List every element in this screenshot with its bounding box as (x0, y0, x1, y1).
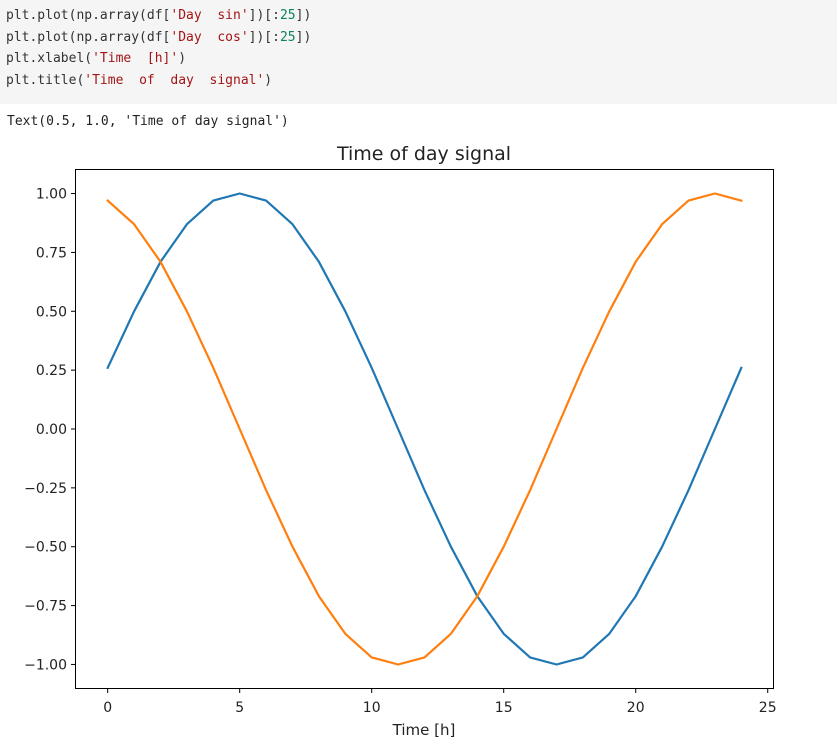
x-tick-label: 25 (759, 700, 777, 716)
code-string: 'Day sin' (170, 8, 249, 23)
code-number: 25 (279, 8, 296, 23)
code-line: plt.plot(np.array(df['Day sin'])[:25]) (6, 5, 837, 27)
y-tick-label: 0.75 (36, 245, 67, 261)
y-tick-label: −0.75 (24, 599, 67, 615)
code-string: 'Day cos' (170, 29, 249, 45)
code-token: ) (178, 51, 187, 67)
x-tick-label: 15 (495, 700, 513, 716)
y-tick-label: 0.00 (36, 422, 67, 438)
x-tick-label: 0 (103, 700, 112, 716)
code-token: ])[: (248, 8, 280, 23)
code-token: plt.title( (6, 73, 85, 89)
code-token: ]) (295, 29, 312, 45)
series-line-1 (106, 192, 743, 666)
code-number: 25 (279, 29, 296, 45)
cell-output-text: Text(0.5, 1.0, 'Time of day signal') (7, 114, 289, 129)
code-line: plt.xlabel('Time [h]') (6, 48, 837, 70)
code-line: plt.plot(np.array(df['Day cos'])[:25]) (6, 27, 837, 49)
y-tick-label: −0.25 (24, 481, 67, 497)
code-string: 'Time of day signal' (84, 73, 265, 89)
chart-title: Time of day signal (336, 143, 511, 165)
code-token: plt.plot(np.array(df[ (6, 29, 171, 45)
y-tick-label: −1.00 (24, 657, 67, 673)
line-chart: Time of day signal 1.00 0.75 0.50 0.25 0.00 −… (24, 143, 777, 739)
code-cell[interactable]: plt.plot(np.array(df['Day sin'])[:25]) p… (0, 0, 837, 104)
y-tick-label: −0.50 (24, 540, 67, 556)
series-line-2 (106, 192, 743, 666)
code-token: ) (264, 73, 273, 89)
code-token: ]) (295, 8, 312, 23)
code-line: plt.title('Time of day signal') (6, 70, 837, 92)
code-token: plt.plot(np.array(df[ (6, 8, 171, 23)
series-layer (106, 192, 743, 666)
x-tick-label: 5 (235, 700, 244, 716)
x-tick-label: 20 (627, 700, 645, 716)
code-string: 'Time [h]' (92, 51, 179, 67)
x-axis-label: Time [h] (392, 721, 456, 739)
x-axis: 0 5 10 15 20 25 (103, 688, 777, 716)
code-token: ])[: (248, 29, 280, 45)
plot-area-frame (75, 169, 774, 689)
y-tick-label: 1.00 (36, 187, 67, 203)
code-token: plt.xlabel( (6, 51, 93, 67)
y-axis: 1.00 0.75 0.50 0.25 0.00 −0.25 −0.50 −0.75 −1.00 (24, 187, 76, 673)
y-tick-label: 0.25 (36, 363, 67, 379)
y-tick-label: 0.50 (36, 304, 67, 320)
x-tick-label: 10 (363, 700, 381, 716)
